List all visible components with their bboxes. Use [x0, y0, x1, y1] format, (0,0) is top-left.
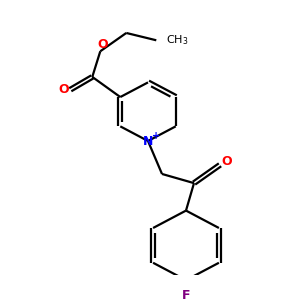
Text: O: O — [58, 83, 69, 96]
Text: N: N — [143, 134, 153, 148]
Text: O: O — [97, 38, 108, 51]
Text: O: O — [222, 154, 232, 168]
Text: F: F — [182, 289, 190, 300]
Text: CH$_3$: CH$_3$ — [166, 33, 189, 47]
Text: +: + — [152, 130, 160, 140]
